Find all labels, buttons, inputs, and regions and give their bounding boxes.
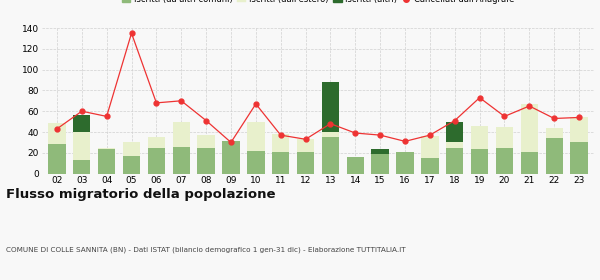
Legend: Iscritti (da altri comuni), Iscritti (dall'estero), Iscritti (altri), Cancellati: Iscritti (da altri comuni), Iscritti (da… (119, 0, 517, 7)
Bar (247, 122, 265, 151)
Bar (297, 139, 314, 152)
Bar (571, 143, 588, 174)
Bar (322, 132, 339, 137)
Bar (197, 148, 215, 174)
Bar (197, 135, 215, 148)
Bar (272, 134, 289, 152)
Bar (222, 141, 239, 174)
Bar (73, 132, 91, 160)
Bar (421, 136, 439, 158)
Bar (521, 104, 538, 152)
Bar (471, 126, 488, 149)
Bar (446, 122, 463, 143)
Bar (148, 137, 165, 148)
Bar (123, 156, 140, 174)
Bar (322, 82, 339, 132)
Bar (48, 144, 65, 174)
Bar (446, 148, 463, 174)
Bar (496, 127, 513, 148)
Bar (98, 149, 115, 174)
Bar (545, 128, 563, 138)
Bar (272, 152, 289, 174)
Bar (421, 158, 439, 174)
Bar (521, 152, 538, 174)
Bar (322, 137, 339, 174)
Bar (371, 149, 389, 154)
Bar (446, 143, 463, 148)
Bar (571, 117, 588, 143)
Text: COMUNE DI COLLE SANNITA (BN) - Dati ISTAT (bilancio demografico 1 gen-31 dic) - : COMUNE DI COLLE SANNITA (BN) - Dati ISTA… (6, 246, 406, 253)
Text: Flusso migratorio della popolazione: Flusso migratorio della popolazione (6, 188, 275, 200)
Bar (73, 115, 91, 132)
Bar (173, 122, 190, 146)
Bar (73, 160, 91, 174)
Bar (123, 143, 140, 156)
Bar (371, 154, 389, 174)
Bar (148, 148, 165, 174)
Bar (48, 123, 65, 144)
Bar (347, 157, 364, 174)
Bar (471, 149, 488, 174)
Bar (496, 148, 513, 174)
Bar (397, 152, 414, 174)
Bar (545, 138, 563, 174)
Bar (247, 151, 265, 174)
Bar (98, 148, 115, 149)
Bar (297, 152, 314, 174)
Bar (173, 146, 190, 174)
